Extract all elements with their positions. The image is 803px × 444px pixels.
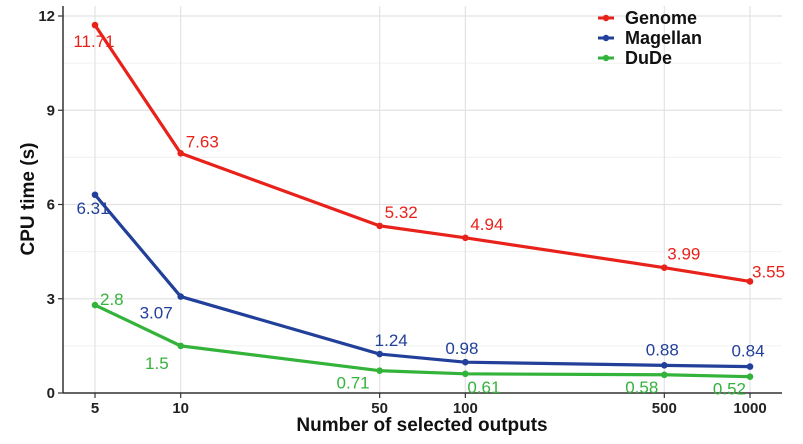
- series-line-dude: [94, 303, 751, 379]
- series-lines: [93, 24, 751, 379]
- x-tick-label: 500: [652, 400, 677, 417]
- data-point-magellan: [661, 362, 668, 369]
- series-line-genome: [93, 24, 751, 284]
- x-tick-label: 100: [453, 400, 478, 417]
- data-label-genome: 3.99: [667, 245, 700, 264]
- legend-label-genome: Genome: [625, 8, 697, 28]
- data-point-genome: [91, 21, 99, 29]
- data-label-magellan: 0.84: [731, 342, 764, 361]
- data-label-genome: 5.32: [385, 203, 418, 222]
- x-tick-label: 10: [172, 400, 189, 417]
- data-points: [91, 21, 754, 380]
- legend-marker-genome: [602, 14, 610, 22]
- data-point-dude: [376, 367, 383, 374]
- data-label-dude: 1.5: [145, 354, 169, 373]
- data-label-genome: 4.94: [470, 215, 503, 234]
- data-point-dude: [746, 373, 754, 380]
- data-point-dude: [91, 301, 99, 309]
- data-label-magellan: 6.31: [76, 199, 109, 218]
- data-label-magellan: 3.07: [140, 304, 173, 323]
- data-label-dude: 0.52: [713, 380, 746, 399]
- data-label-magellan: 0.98: [445, 339, 478, 358]
- x-tick-label: 5: [91, 400, 99, 417]
- data-point-genome: [462, 234, 469, 242]
- data-label-genome: 3.55: [752, 262, 785, 281]
- data-label-genome: 7.63: [186, 132, 219, 151]
- data-label-dude: 0.58: [625, 378, 658, 397]
- data-point-magellan: [376, 350, 383, 358]
- data-label-dude: 2.8: [100, 290, 124, 309]
- legend-label-dude: DuDe: [625, 48, 672, 68]
- data-point-magellan: [462, 358, 469, 366]
- x-axis-title: Number of selected outputs: [296, 415, 547, 436]
- data-labels: 11.71 7.63 5.32 4.94 3.99 3.55 6.31 3.07 1.24 0.9…: [73, 32, 785, 399]
- data-label-magellan: 1.24: [375, 331, 408, 350]
- data-point-genome: [376, 222, 383, 230]
- y-axis-ticks: 0 3 6 9 12: [38, 8, 63, 402]
- x-axis-ticks: 5 10 50 100 500 1000: [91, 393, 767, 417]
- data-label-dude: 0.61: [467, 378, 500, 397]
- x-tick-label: 50: [371, 400, 388, 417]
- data-point-genome: [746, 278, 754, 285]
- legend-marker-magellan: [602, 34, 610, 42]
- data-point-dude: [177, 342, 184, 350]
- y-axis-title: CPU time (s): [18, 143, 39, 256]
- y-tick-label: 12: [38, 8, 55, 25]
- plot-panel: [63, 6, 782, 393]
- data-point-magellan: [177, 293, 184, 300]
- data-point-dude: [462, 370, 469, 378]
- legend-label-magellan: Magellan: [625, 28, 702, 48]
- y-tick-label: 6: [47, 197, 55, 214]
- data-label-dude: 0.71: [337, 374, 370, 393]
- data-label-magellan: 0.88: [646, 340, 679, 359]
- data-point-magellan: [746, 363, 754, 370]
- y-tick-label: 0: [47, 385, 55, 402]
- y-tick-label: 3: [47, 291, 55, 308]
- data-point-magellan: [91, 191, 99, 199]
- x-tick-label: 1000: [733, 400, 766, 417]
- data-label-genome: 11.71: [73, 32, 114, 51]
- legend-marker-dude: [602, 54, 610, 62]
- data-point-genome: [177, 149, 184, 157]
- data-point-dude: [661, 371, 668, 379]
- data-point-genome: [661, 264, 668, 271]
- y-tick-label: 9: [47, 102, 55, 119]
- series-line-magellan: [93, 193, 751, 369]
